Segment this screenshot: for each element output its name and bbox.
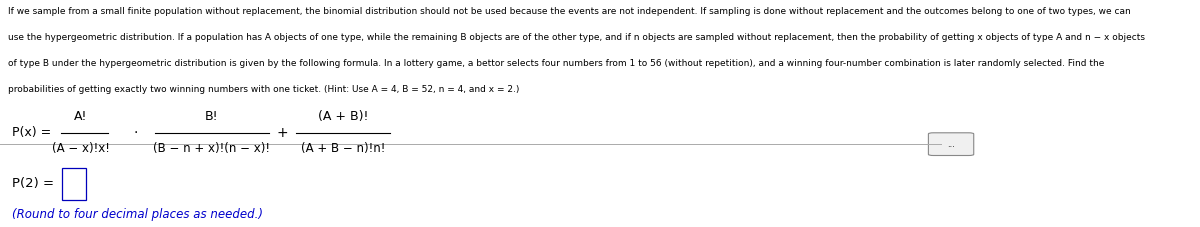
Text: (A + B)!: (A + B)! — [318, 110, 368, 123]
Text: use the hypergeometric distribution. If a population has A objects of one type, : use the hypergeometric distribution. If … — [8, 33, 1145, 42]
Text: (B − n + x)!(n − x)!: (B − n + x)!(n − x)! — [154, 142, 270, 155]
Text: of type B under the hypergeometric distribution is given by the following formul: of type B under the hypergeometric distr… — [8, 59, 1104, 68]
Text: B!: B! — [205, 110, 218, 123]
Text: P(x) =: P(x) = — [12, 126, 52, 139]
Text: (A + B − n)!n!: (A + B − n)!n! — [301, 142, 385, 155]
Text: (A − x)!x!: (A − x)!x! — [52, 142, 109, 155]
FancyBboxPatch shape — [62, 168, 85, 200]
Text: +: + — [276, 126, 288, 140]
Text: A!: A! — [74, 110, 88, 123]
Text: ...: ... — [947, 140, 955, 149]
Text: probabilities of getting exactly two winning numbers with one ticket. (Hint: Use: probabilities of getting exactly two win… — [8, 85, 520, 94]
FancyBboxPatch shape — [929, 133, 973, 155]
Text: P(2) =: P(2) = — [12, 177, 54, 190]
Text: (Round to four decimal places as needed.): (Round to four decimal places as needed.… — [12, 208, 263, 221]
Text: If we sample from a small finite population without replacement, the binomial di: If we sample from a small finite populat… — [8, 7, 1130, 16]
Text: ·: · — [134, 126, 138, 140]
